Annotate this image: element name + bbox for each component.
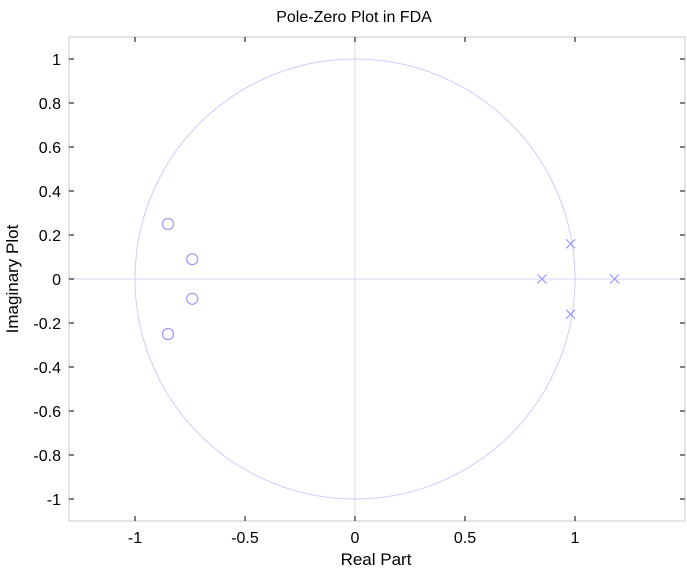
y-tick-label: 0 [52,272,61,289]
unit-circle [134,58,576,500]
x-axis-label: Real Part [341,550,412,569]
x-tick-label: -1 [128,530,142,547]
x-tick-label: 0.5 [454,530,476,547]
y-tick-label: 0.2 [39,228,61,245]
y-tick-label: -0.8 [33,448,61,465]
y-tick-label: 0.6 [39,140,61,157]
y-tick-label: 0.8 [39,96,61,113]
y-axis-label: Imaginary Plot [3,224,22,333]
y-tick-label: 0.4 [39,184,61,201]
zero-marker [186,292,199,305]
y-tick-label: -1 [47,492,61,509]
pole-marker [609,274,620,284]
zero-marker [161,327,175,341]
pole-marker-stroke [565,309,576,320]
pole-marker [537,274,547,284]
chart-title: Pole-Zero Plot in FDA [276,9,432,26]
pole-marker-stroke [537,274,547,284]
x-tick-label: -0.5 [231,530,259,547]
x-tick-label: 0 [351,530,360,547]
y-tick-label: -0.2 [33,316,61,333]
y-tick-label: -0.6 [33,404,61,421]
pole-marker [565,309,576,320]
zero-marker [186,253,199,266]
y-tick-label: 1 [52,52,61,69]
pole-marker [565,238,576,249]
pole-marker-stroke [565,238,576,249]
x-tick-label: 1 [571,530,580,547]
y-tick-label: -0.4 [33,360,61,377]
pole-marker-stroke [609,274,620,284]
zero-marker [161,217,175,231]
